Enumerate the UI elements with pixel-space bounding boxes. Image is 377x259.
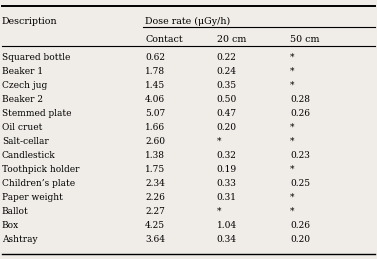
Text: *: * [290, 53, 295, 62]
Text: 1.75: 1.75 [145, 165, 166, 174]
Text: Children’s plate: Children’s plate [2, 179, 75, 188]
Text: 0.62: 0.62 [145, 53, 165, 62]
Text: Dose rate (μGy/h): Dose rate (μGy/h) [145, 17, 230, 26]
Text: 2.34: 2.34 [145, 179, 165, 188]
Text: 2.26: 2.26 [145, 193, 165, 202]
Text: 0.26: 0.26 [290, 109, 310, 118]
Text: 0.32: 0.32 [217, 151, 237, 160]
Text: 0.50: 0.50 [217, 95, 237, 104]
Text: Oil cruet: Oil cruet [2, 123, 42, 132]
Text: 50 cm: 50 cm [290, 35, 320, 44]
Text: 0.35: 0.35 [217, 81, 237, 90]
Text: 2.27: 2.27 [145, 207, 165, 216]
Text: 0.24: 0.24 [217, 67, 237, 76]
Text: Box: Box [2, 221, 19, 230]
Text: 0.33: 0.33 [217, 179, 237, 188]
Text: 0.28: 0.28 [290, 95, 310, 104]
Text: Czech jug: Czech jug [2, 81, 47, 90]
Text: 3.64: 3.64 [145, 235, 165, 244]
Text: Description: Description [2, 17, 58, 26]
Text: 0.19: 0.19 [217, 165, 237, 174]
Text: *: * [290, 207, 295, 216]
Text: Beaker 1: Beaker 1 [2, 67, 43, 76]
Text: 1.38: 1.38 [145, 151, 165, 160]
Text: 0.34: 0.34 [217, 235, 237, 244]
Text: *: * [290, 137, 295, 146]
Text: Candlestick: Candlestick [2, 151, 56, 160]
Text: Stemmed plate: Stemmed plate [2, 109, 71, 118]
Text: *: * [290, 193, 295, 202]
Text: 1.78: 1.78 [145, 67, 165, 76]
Text: *: * [217, 207, 221, 216]
Text: 0.20: 0.20 [217, 123, 237, 132]
Text: Paper weight: Paper weight [2, 193, 63, 202]
Text: 4.25: 4.25 [145, 221, 165, 230]
Text: 1.45: 1.45 [145, 81, 166, 90]
Text: Ashtray: Ashtray [2, 235, 37, 244]
Text: Beaker 2: Beaker 2 [2, 95, 43, 104]
Text: Ballot: Ballot [2, 207, 29, 216]
Text: 0.23: 0.23 [290, 151, 310, 160]
Text: 0.47: 0.47 [217, 109, 237, 118]
Text: 0.20: 0.20 [290, 235, 310, 244]
Text: *: * [290, 165, 295, 174]
Text: Salt-cellar: Salt-cellar [2, 137, 49, 146]
Text: Squared bottle: Squared bottle [2, 53, 70, 62]
Text: 2.60: 2.60 [145, 137, 165, 146]
Text: 1.66: 1.66 [145, 123, 165, 132]
Text: *: * [290, 67, 295, 76]
Text: Contact: Contact [145, 35, 183, 44]
Text: 0.31: 0.31 [217, 193, 237, 202]
Text: *: * [290, 123, 295, 132]
Text: 4.06: 4.06 [145, 95, 165, 104]
Text: 5.07: 5.07 [145, 109, 166, 118]
Text: 0.22: 0.22 [217, 53, 237, 62]
Text: 0.26: 0.26 [290, 221, 310, 230]
Text: *: * [290, 81, 295, 90]
Text: *: * [217, 137, 221, 146]
Text: 0.25: 0.25 [290, 179, 310, 188]
Text: 20 cm: 20 cm [217, 35, 246, 44]
Text: 1.04: 1.04 [217, 221, 237, 230]
Text: Toothpick holder: Toothpick holder [2, 165, 80, 174]
